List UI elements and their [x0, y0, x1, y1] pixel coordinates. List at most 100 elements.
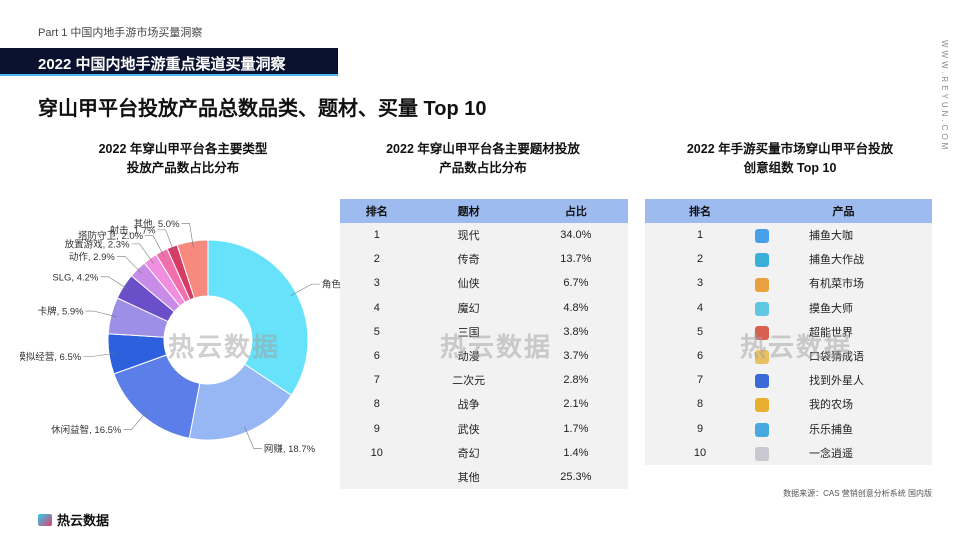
table-cell: 1.7% — [563, 422, 589, 435]
fish-game-icon — [755, 229, 769, 244]
pie-leader-line — [123, 411, 148, 431]
idiom-game-icon — [755, 350, 769, 365]
product-name: 摸鱼大师 — [809, 302, 853, 315]
table-cell: 武侠 — [457, 423, 480, 436]
table-cell: 4 — [373, 301, 380, 314]
product-name: 捕鱼大作战 — [809, 254, 864, 267]
product-name: 捕鱼大咖 — [809, 230, 853, 243]
table-cell: 三国 — [457, 326, 480, 339]
rank-cell: 9 — [696, 422, 704, 435]
table-row: 4 魔幻 4.8% — [340, 296, 628, 320]
table-row: 7 二次元 2.8% — [340, 368, 628, 392]
pie-slice — [207, 239, 309, 396]
part-label: Part 1 中国内地手游市场买量洞察 — [38, 27, 203, 39]
pie-leader-line — [157, 229, 175, 253]
table-cell: 10 — [370, 446, 383, 459]
table-cell: 4.8% — [563, 301, 589, 314]
table-cell: 1.4% — [563, 446, 589, 459]
table-cell: 其他 — [457, 471, 480, 484]
rank-cell: 6 — [696, 350, 704, 363]
pie-chart-title: 2022 年穿山甲平台各主要类型 投放产品数占比分布 — [98, 142, 268, 175]
rank-cell: 7 — [696, 374, 704, 387]
table-cell: 动漫 — [457, 351, 480, 364]
table-cell: 3.7% — [563, 350, 589, 363]
pie-slice-label: 塔防守卫, 2.0% — [78, 230, 143, 242]
product-cell: 捕鱼大作战 — [755, 247, 932, 271]
banner-title: 2022 中国内地手游重点渠道买量洞察 — [38, 56, 286, 73]
pie-slice-label: 网赚, 18.7% — [264, 443, 316, 455]
pie-slice — [176, 239, 209, 299]
table-row: 5 三国 3.8% — [340, 320, 628, 344]
rank-cell: 5 — [696, 325, 704, 338]
product-cell: 摸鱼大师 — [755, 296, 932, 320]
table-row: 9 武侠 1.7% — [340, 417, 628, 441]
table-row: 5 超能世界 — [645, 320, 932, 344]
table-row: 6 口袋猜成语 — [645, 344, 932, 368]
pie-leader-line — [145, 235, 165, 257]
column-header: 排名 — [340, 199, 414, 223]
donut-chart: 角色扮演, 34.3% 网赚, 18.7% 休闲益智, 16.5% 模拟经营, 6.5… — [20, 218, 350, 455]
rank-cell: 8 — [696, 398, 704, 411]
table-cell: 9 — [373, 422, 380, 435]
table-cell: 6.7% — [563, 277, 589, 290]
alien-game-icon — [755, 374, 769, 389]
watermark: 热云数据 — [440, 332, 553, 362]
table-cell: 6 — [373, 350, 380, 363]
product-name: 我的农场 — [809, 399, 853, 412]
product-cell: 乐乐捕鱼 — [755, 417, 932, 441]
table-row: 其他 25.3% — [340, 465, 628, 489]
table-row: 3 有机菜市场 — [645, 271, 932, 295]
table-cell: 仙侠 — [457, 278, 480, 291]
table-row: 10 奇幻 1.4% — [340, 441, 628, 465]
watermark: 热云数据 — [740, 332, 853, 362]
pie-leader-line — [181, 223, 194, 248]
product-name: 乐乐捕鱼 — [809, 423, 853, 436]
product-cell: 口袋猜成语 — [755, 344, 932, 368]
table-cell: 34.0% — [560, 229, 592, 242]
pie-leader-line — [85, 310, 117, 318]
product-cell: 找到外星人 — [755, 368, 932, 392]
product-name: 口袋猜成语 — [809, 350, 864, 363]
pie-slice-label: 动作, 2.9% — [69, 251, 115, 263]
fish-game-icon — [755, 301, 769, 316]
table-cell: 战争 — [457, 399, 480, 412]
table-cell: 3 — [373, 277, 380, 290]
table-cell: 1 — [373, 229, 380, 242]
pie-slice — [188, 363, 293, 441]
pie-slice-label: 其他, 5.0% — [134, 218, 180, 230]
table-cell: 3.8% — [563, 325, 589, 338]
table-cell: 传奇 — [457, 254, 480, 267]
logo-icon — [38, 514, 52, 526]
product-cell: 捕鱼大咖 — [755, 223, 932, 247]
table-cell: 2.8% — [563, 374, 589, 387]
product-name: 找到外星人 — [809, 375, 864, 388]
pie-slice-label: SLG, 4.2% — [52, 272, 98, 283]
table-row: 3 仙侠 6.7% — [340, 271, 628, 295]
xianxia-game-icon — [755, 446, 769, 461]
table-row: 8 我的农场 — [645, 392, 932, 416]
rank-cell: 1 — [696, 229, 704, 242]
table-cell: 二次元 — [452, 375, 486, 388]
column-header: 题材 — [413, 199, 524, 223]
rank-cell: 3 — [696, 277, 704, 290]
table-cell: 7 — [373, 374, 380, 387]
pie-slice-label: 模拟经营, 6.5% — [20, 351, 82, 363]
data-source-note: 数据来源：CAS 营销创意分析系统 国内版 — [783, 489, 932, 498]
pie-leader-line — [131, 243, 154, 264]
pie-leader-line — [83, 352, 115, 357]
table-row: 9 乐乐捕鱼 — [645, 417, 932, 441]
table-row: 7 找到外星人 — [645, 368, 932, 392]
table-row: 6 动漫 3.7% — [340, 344, 628, 368]
table-cell — [340, 465, 414, 489]
fish-game-icon — [755, 253, 769, 268]
logo-text: 热云数据 — [57, 513, 110, 528]
fish-game-icon — [755, 422, 769, 437]
table-cell: 魔幻 — [457, 302, 480, 315]
product-cell: 我的农场 — [755, 392, 932, 416]
section-banner: 2022 中国内地手游重点渠道买量洞察 — [0, 48, 338, 76]
product-cell: 一念逍遥 — [755, 441, 932, 465]
pie-slice-label: 角色扮演, 34.3% — [322, 279, 350, 291]
column-header: 排名 — [645, 199, 755, 223]
table-row: 2 捕鱼大作战 — [645, 247, 932, 271]
site-url-vertical: WWW.REYUN.COM — [940, 40, 949, 153]
